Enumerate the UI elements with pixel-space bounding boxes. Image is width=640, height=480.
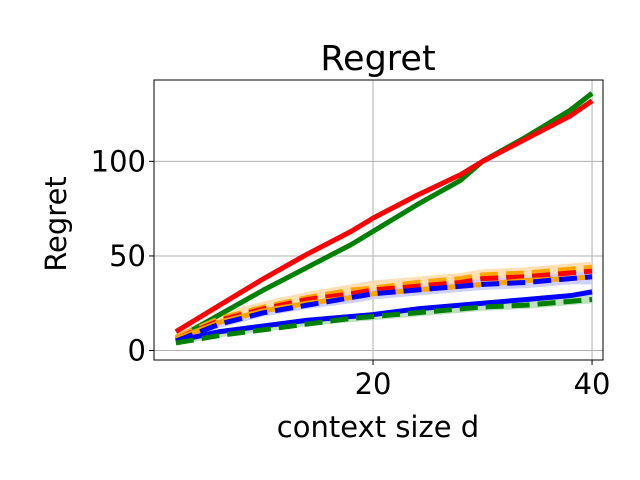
y-tick-label: 50 [109, 239, 146, 273]
axis-ticks: 20 40 0 50 100 [91, 144, 611, 401]
x-tick-label: 40 [574, 367, 611, 401]
series-6-line [174, 274, 593, 344]
plot-frame [153, 79, 604, 361]
series-8-line [175, 296, 593, 346]
y-tick-label: 100 [91, 144, 146, 178]
series-lines [174, 91, 594, 346]
series-3-band [175, 261, 593, 342]
y-tick-label: 0 [128, 334, 146, 368]
series-2-line [174, 98, 594, 334]
x-tick-label: 20 [355, 367, 392, 401]
series-7-line [175, 289, 593, 344]
series-6-band [175, 271, 593, 343]
chart-title: Regret [320, 39, 435, 79]
y-axis-title: Regret [39, 176, 73, 272]
x-axis-title: context size d [277, 410, 479, 444]
